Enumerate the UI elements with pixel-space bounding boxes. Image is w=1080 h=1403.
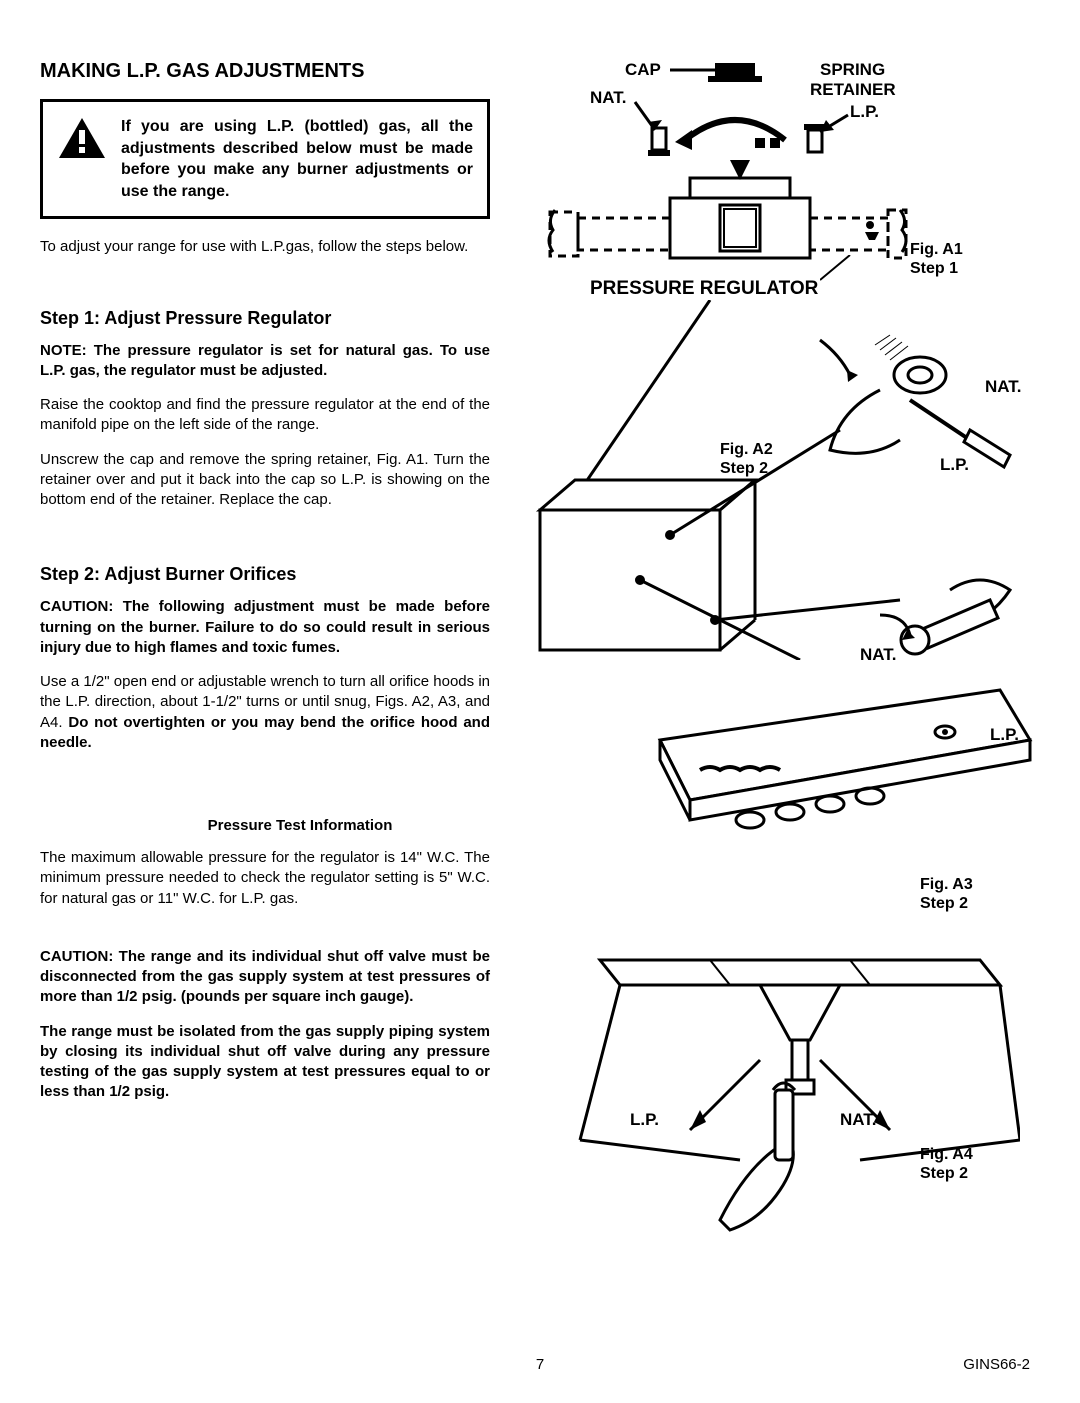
fig-a3-line1: Fig. A3 [920, 876, 973, 893]
fig-a4-line1: Fig. A4 [920, 1146, 973, 1163]
diagram-area: CAP NAT. SPRING RETAINER L.P. [520, 60, 1040, 1260]
fig-a3-line2: Step 2 [920, 895, 968, 912]
step1-note: NOTE: The pressure regulator is set for … [40, 341, 490, 382]
label-nat-a4: NAT. [840, 1110, 877, 1130]
step2-p1-run-b: Do not overtighten or you may bend the o… [40, 714, 490, 751]
fig-a1-line2: Step 1 [910, 260, 958, 277]
label-nat-a3: NAT. [860, 645, 897, 665]
label-pressure-regulator: PRESSURE REGULATOR [590, 278, 818, 300]
step2-heading: Step 2: Adjust Burner Orifices [40, 564, 490, 585]
reg-callout [820, 255, 860, 285]
doc-code: GINS66-2 [963, 1356, 1030, 1373]
step1-p2: Unscrew the cap and remove the spring re… [40, 450, 490, 511]
label-nat-a2: NAT. [985, 377, 1022, 397]
warning-text: If you are using L.P. (bottled) gas, all… [121, 116, 473, 202]
label-lp-a3: L.P. [990, 725, 1019, 745]
fig-a2-line2: Step 2 [720, 460, 768, 477]
step1-p1: Raise the cooktop and find the pressure … [40, 395, 490, 436]
label-lp-a4: L.P. [630, 1110, 659, 1130]
fig-a1-caption: Fig. A1 Step 1 [910, 240, 963, 278]
page-title: MAKING L.P. GAS ADJUSTMENTS [40, 60, 490, 83]
fig-a3-sketch [640, 560, 1040, 900]
fig-a4-caption: Fig. A4 Step 2 [920, 1145, 973, 1183]
fig-a3-caption: Fig. A3 Step 2 [920, 875, 973, 913]
right-column: CAP NAT. SPRING RETAINER L.P. [520, 60, 1040, 1260]
fig-a1-line1: Fig. A1 [910, 241, 963, 258]
label-lp-a2: L.P. [940, 455, 969, 475]
pressure-test-p1: The maximum allowable pressure for the r… [40, 848, 490, 909]
pressure-caution2: The range must be isolated from the gas … [40, 1022, 490, 1103]
warning-icon [57, 116, 107, 160]
fig-a2-line1: Fig. A2 [720, 441, 773, 458]
pressure-caution1: CAUTION: The range and its individual sh… [40, 947, 490, 1008]
warning-box: If you are using L.P. (bottled) gas, all… [40, 99, 490, 219]
fig-a4-sketch [560, 930, 1020, 1250]
step2-p1: Use a 1/2" open end or adjustable wrench… [40, 672, 490, 753]
step1-heading: Step 1: Adjust Pressure Regulator [40, 308, 490, 329]
fig-a2-caption: Fig. A2 Step 2 [720, 440, 773, 478]
fig-a4-line2: Step 2 [920, 1165, 968, 1182]
step2-caution: CAUTION: The following adjustment must b… [40, 597, 490, 658]
page-number: 7 [536, 1356, 544, 1373]
pressure-test-heading: Pressure Test Information [110, 817, 490, 834]
left-column: MAKING L.P. GAS ADJUSTMENTS If you are u… [40, 60, 490, 1260]
intro-text: To adjust your range for use with L.P.ga… [40, 237, 490, 257]
